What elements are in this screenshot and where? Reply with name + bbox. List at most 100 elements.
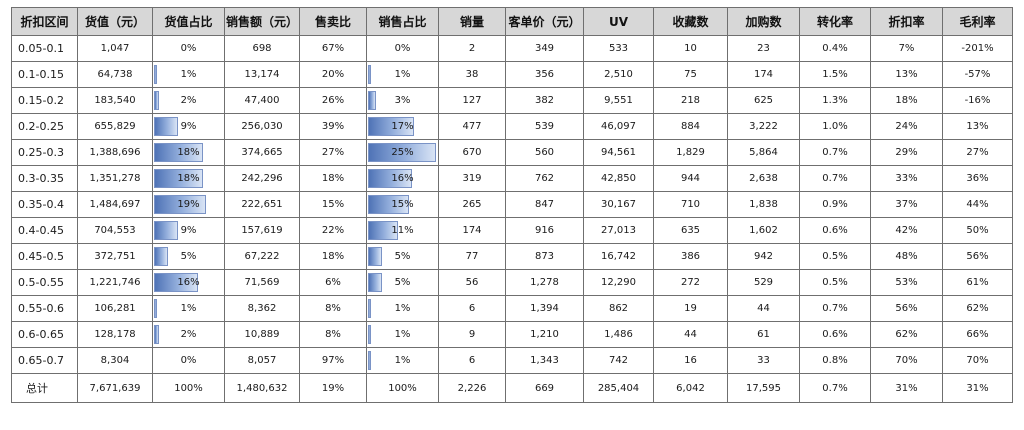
col-value-share-header: 货值占比	[152, 7, 225, 36]
value-cell: 372,751	[77, 243, 153, 270]
cart-adds-cell: 61	[727, 321, 800, 348]
gross-margin-cell: 36%	[942, 165, 1013, 192]
header-row: 折扣区间 货值（元） 货值占比 销售额（元） 售卖比 销售占比 销量 客单价（元） UV 收藏数加…	[11, 7, 1013, 36]
favorites-cell: 6,042	[653, 373, 728, 403]
discount-range-table: 折扣区间 货值（元） 货值占比 销售额（元） 售卖比 销售占比 销量 客单价（元） UV 收藏数加…	[11, 7, 1013, 403]
range-cell: 0.5-0.55	[11, 269, 78, 296]
favorites-cell: 1,829	[653, 139, 728, 166]
gross-margin-cell: -57%	[942, 61, 1013, 88]
gross-margin-cell: 50%	[942, 217, 1013, 244]
value-cell: 1,351,278	[77, 165, 153, 192]
cart-adds-cell: 942	[727, 243, 800, 270]
value-share-cell: 0%	[152, 35, 225, 62]
value-share-cell: 9%	[152, 217, 225, 244]
unit-price-cell: 916	[505, 217, 584, 244]
discount-cell: 37%	[870, 191, 943, 218]
favorites-cell: 75	[653, 61, 728, 88]
volume-cell: 56	[438, 269, 506, 296]
sales-share-cell: 1%	[366, 295, 439, 322]
range-cell: 0.4-0.45	[11, 217, 78, 244]
discount-cell: 53%	[870, 269, 943, 296]
unit-price-cell: 1,394	[505, 295, 584, 322]
table-row: 0.45-0.5 372,751 5% 67,222 18% 5% 77 873 16,742 3…	[11, 243, 1013, 270]
volume-cell: 6	[438, 295, 506, 322]
value-cell: 128,178	[77, 321, 153, 348]
sales-cell: 8,057	[224, 347, 300, 374]
gross-margin-cell: 13%	[942, 113, 1013, 140]
discount-cell: 13%	[870, 61, 943, 88]
conversion-cell: 1.3%	[799, 87, 871, 114]
sales-cell: 242,296	[224, 165, 300, 192]
sales-share-bar	[368, 247, 382, 266]
volume-cell: 6	[438, 347, 506, 374]
value-share-bar	[154, 91, 159, 110]
cart-adds-cell: 529	[727, 269, 800, 296]
col-cart-adds-header: 加购数	[727, 7, 800, 36]
unit-price-cell: 539	[505, 113, 584, 140]
unit-price-cell: 560	[505, 139, 584, 166]
sales-cell: 256,030	[224, 113, 300, 140]
sales-cell: 1,480,632	[224, 373, 300, 403]
discount-cell: 7%	[870, 35, 943, 62]
conversion-cell: 0.6%	[799, 321, 871, 348]
favorites-cell: 19	[653, 295, 728, 322]
uv-cell: 285,404	[583, 373, 654, 403]
conversion-cell: 0.9%	[799, 191, 871, 218]
sales-share-bar	[368, 65, 371, 84]
uv-cell: 742	[583, 347, 654, 374]
sales-share-bar	[368, 195, 409, 214]
share-label: 18%	[177, 173, 200, 184]
value-share-bar	[154, 65, 157, 84]
volume-cell: 265	[438, 191, 506, 218]
uv-cell: 30,167	[583, 191, 654, 218]
volume-cell: 174	[438, 217, 506, 244]
value-share-cell: 2%	[152, 87, 225, 114]
volume-cell: 319	[438, 165, 506, 192]
sell-ratio-cell: 8%	[299, 321, 367, 348]
sales-cell: 374,665	[224, 139, 300, 166]
sell-ratio-cell: 8%	[299, 295, 367, 322]
share-label: 0%	[180, 355, 197, 366]
total-row: 总计 7,671,639 100% 1,480,632 19% 100% 2,226 669 2…	[11, 373, 1013, 403]
table-row: 0.15-0.2 183,540 2% 47,400 26% 3% 127 382 9,551 2…	[11, 87, 1013, 114]
value-share-cell: 18%	[152, 139, 225, 166]
range-cell: 总计	[11, 373, 78, 403]
value-share-bar	[154, 169, 203, 188]
uv-cell: 862	[583, 295, 654, 322]
discount-cell: 29%	[870, 139, 943, 166]
sales-share-cell: 100%	[366, 373, 439, 403]
cart-adds-cell: 2,638	[727, 165, 800, 192]
discount-cell: 56%	[870, 295, 943, 322]
value-cell: 1,388,696	[77, 139, 153, 166]
favorites-cell: 218	[653, 87, 728, 114]
value-share-bar	[154, 325, 159, 344]
conversion-cell: 0.8%	[799, 347, 871, 374]
share-label: 15%	[391, 199, 414, 210]
range-cell: 0.55-0.6	[11, 295, 78, 322]
sales-share-bar	[368, 351, 371, 370]
value-share-bar	[154, 273, 198, 292]
sales-cell: 13,174	[224, 61, 300, 88]
sales-share-cell: 1%	[366, 347, 439, 374]
share-label: 1%	[394, 355, 411, 366]
value-share-cell: 0%	[152, 347, 225, 374]
cart-adds-cell: 44	[727, 295, 800, 322]
gross-margin-cell: 66%	[942, 321, 1013, 348]
value-share-cell: 19%	[152, 191, 225, 218]
sales-share-cell: 3%	[366, 87, 439, 114]
sales-share-bar	[368, 273, 382, 292]
sales-cell: 67,222	[224, 243, 300, 270]
value-share-cell: 18%	[152, 165, 225, 192]
value-cell: 7,671,639	[77, 373, 153, 403]
uv-cell: 9,551	[583, 87, 654, 114]
value-cell: 106,281	[77, 295, 153, 322]
favorites-cell: 10	[653, 35, 728, 62]
unit-price-cell: 847	[505, 191, 584, 218]
share-label: 11%	[391, 225, 414, 236]
range-cell: 0.05-0.1	[11, 35, 78, 62]
sales-share-cell: 16%	[366, 165, 439, 192]
share-label: 16%	[391, 173, 414, 184]
volume-cell: 127	[438, 87, 506, 114]
share-label: 25%	[391, 147, 414, 158]
share-label: 1%	[394, 69, 411, 80]
